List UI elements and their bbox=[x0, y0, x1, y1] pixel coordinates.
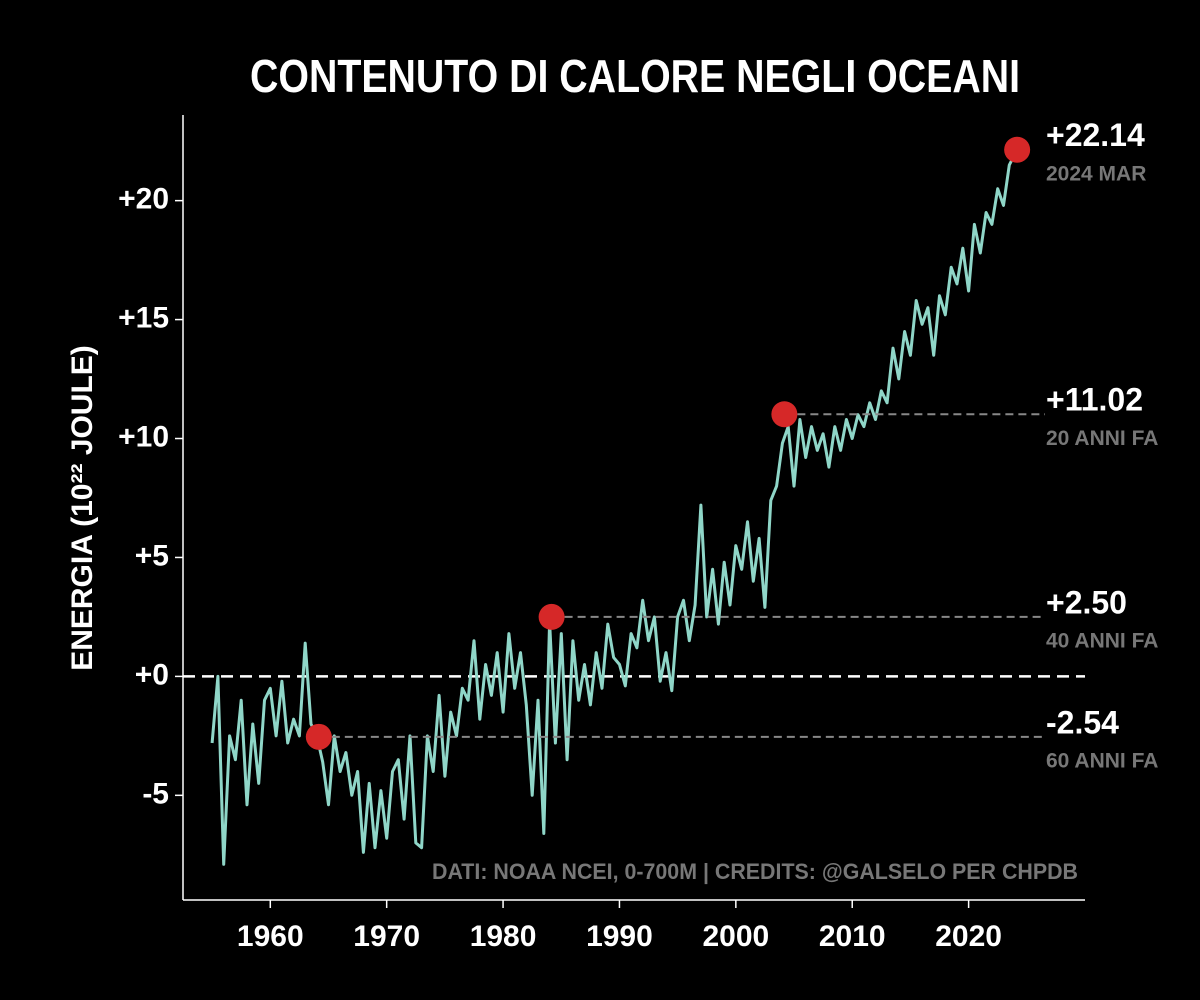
x-tick-label: 2010 bbox=[819, 920, 886, 953]
x-tick-label: 2020 bbox=[935, 920, 1002, 953]
annotation-value: -2.54 bbox=[1046, 704, 1119, 740]
y-tick-label: +5 bbox=[135, 539, 169, 572]
y-tick-label: -5 bbox=[142, 777, 169, 810]
highlight-point bbox=[1004, 136, 1031, 163]
annotation-value: +22.14 bbox=[1046, 117, 1145, 153]
annotation-label: 20 ANNI FA bbox=[1046, 427, 1158, 450]
annotation-value: +2.50 bbox=[1046, 584, 1127, 620]
y-axis-label: ENERGIA (10²² JOULE) bbox=[66, 345, 99, 671]
x-tick-label: 1970 bbox=[353, 920, 420, 953]
credits: DATI: NOAA NCEI, 0-700M | CREDITS: @GALS… bbox=[432, 859, 1078, 884]
x-tick-label: 1990 bbox=[586, 920, 653, 953]
chart-title: CONTENUTO DI CALORE NEGLI OCEANI bbox=[250, 50, 1020, 102]
y-tick-label: +20 bbox=[118, 183, 169, 216]
highlight-point bbox=[771, 401, 798, 428]
x-tick-label: 2000 bbox=[702, 920, 769, 953]
highlight-point bbox=[305, 723, 332, 750]
x-tick-label: 1960 bbox=[237, 920, 304, 953]
annotation-label: 60 ANNI FA bbox=[1046, 749, 1158, 772]
y-tick-label: +10 bbox=[118, 420, 169, 453]
y-tick-label: +15 bbox=[118, 301, 169, 334]
annotation-label: 2024 MAR bbox=[1046, 162, 1146, 185]
annotation-label: 40 ANNI FA bbox=[1046, 629, 1158, 652]
highlight-point bbox=[538, 603, 565, 630]
x-tick-label: 1980 bbox=[470, 920, 537, 953]
annotation-value: +11.02 bbox=[1046, 382, 1143, 418]
y-tick-label: +0 bbox=[135, 658, 169, 691]
data-line bbox=[210, 149, 1019, 866]
